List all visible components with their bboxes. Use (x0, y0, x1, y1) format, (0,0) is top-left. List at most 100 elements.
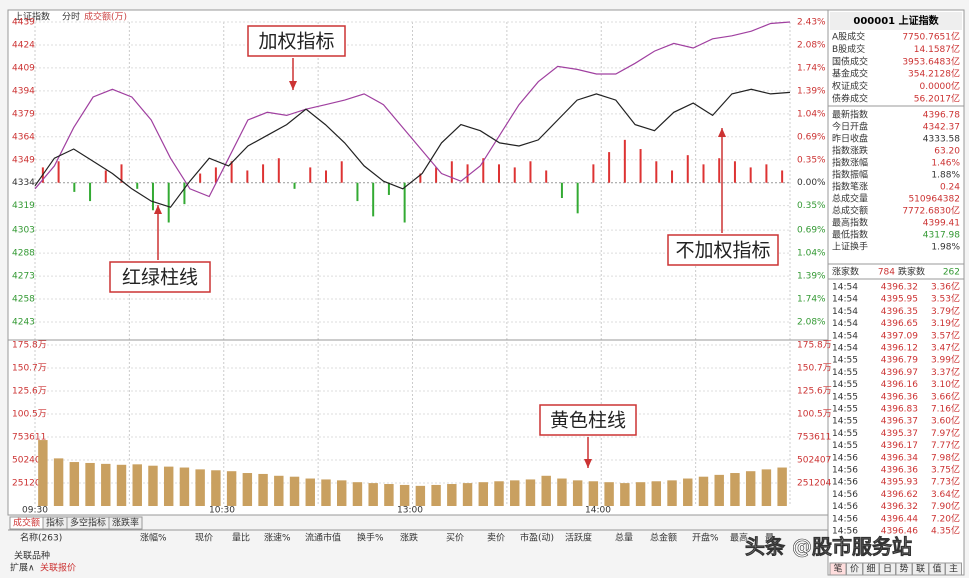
column-header[interactable]: 量比 (232, 532, 250, 544)
trade-amount: 7.97亿 (931, 427, 960, 439)
arrow-head (718, 128, 726, 137)
trade-time: 14:54 (832, 331, 858, 341)
column-header[interactable]: 总金额 (650, 532, 677, 544)
vol-bar (604, 482, 614, 506)
panel-label: 国债成交 (832, 55, 868, 67)
panel-value: 7750.7651亿 (902, 31, 960, 43)
tab-label[interactable]: 指标 (46, 517, 64, 529)
panel-label: 指数涨幅 (832, 157, 868, 169)
bottom-tab-label[interactable]: 日 (883, 564, 892, 575)
column-header[interactable]: 开盘% (692, 532, 719, 544)
column-header[interactable]: 最高 (730, 532, 748, 544)
column-header[interactable]: 买价 (446, 533, 464, 544)
vol-bar (148, 465, 158, 506)
trade-amount: 3.36亿 (931, 281, 960, 293)
pct-tick: 1.74% (797, 63, 826, 73)
pct-tick: 1.04% (797, 109, 826, 119)
vol-bar (572, 480, 583, 506)
tab-label[interactable]: 成交额 (13, 517, 40, 529)
vol-bar (651, 481, 662, 506)
vol-tick-r: 251204 (797, 478, 832, 488)
trade-amount: 3.47亿 (931, 342, 960, 354)
column-header[interactable]: 涨幅% (140, 532, 167, 544)
pct-tick: 0.69% (797, 226, 826, 236)
panel-value: 4317.98 (923, 231, 960, 241)
vol-bar (620, 483, 630, 506)
pct-tick: 1.39% (797, 272, 826, 282)
panel-label: 上证换手 (832, 241, 868, 253)
annotation: 红绿柱线 (122, 267, 198, 289)
column-header[interactable]: 市盈(动) (520, 532, 554, 544)
column-header[interactable]: 现价 (195, 533, 213, 544)
arrow-head (584, 459, 592, 468)
trade-time: 14:54 (832, 307, 858, 317)
index-name: 上证指数 (14, 11, 50, 23)
bottom-tab-label[interactable]: 联 (916, 564, 925, 575)
trade-amount: 3.60亿 (931, 415, 960, 427)
column-header[interactable]: 涨速% (264, 533, 291, 544)
trade-price: 4396.97 (881, 368, 918, 378)
vol-bar (431, 484, 441, 506)
footer-tab[interactable]: 关联报价 (40, 562, 76, 574)
trade-price: 4396.32 (881, 283, 918, 293)
column-header[interactable]: 总量 (615, 532, 633, 544)
trade-time: 14:55 (832, 429, 858, 439)
column-header[interactable]: 换手% (357, 532, 384, 544)
column-header[interactable]: 活跃度 (565, 532, 592, 544)
annotation: 不加权指标 (675, 240, 770, 262)
panel-label: 最新指数 (832, 109, 868, 121)
bottom-tab-label[interactable]: 细 (866, 563, 875, 575)
time-label: 10:30 (209, 506, 235, 516)
trade-time: 14:54 (832, 319, 858, 329)
trade-time: 14:55 (832, 368, 858, 378)
footer-tab[interactable]: 关联品种 (14, 550, 50, 562)
vol-bar (399, 484, 410, 506)
panel-value: 56.2017亿 (914, 93, 960, 105)
column-header[interactable]: 涨跌 (400, 533, 418, 544)
side-panel (827, 9, 965, 576)
trade-time: 14:54 (832, 295, 858, 305)
trade-price: 4395.93 (881, 478, 918, 488)
panel-value: 354.2128亿 (908, 68, 960, 80)
bottom-tab-label[interactable]: 势 (899, 563, 908, 575)
trade-price: 4396.32 (881, 502, 918, 512)
tab-label[interactable]: 涨跌率 (112, 517, 139, 529)
tab[interactable] (108, 516, 143, 530)
vol-bar (667, 480, 677, 506)
trade-price: 4396.79 (881, 356, 918, 366)
annotation-box (109, 261, 211, 293)
trade-price: 4396.34 (881, 453, 918, 463)
bottom-tab-label[interactable]: 价 (850, 564, 859, 575)
panel-value: 510964382 (908, 195, 960, 205)
bottom-tab[interactable] (945, 562, 962, 576)
trade-price: 4396.46 (881, 527, 918, 537)
time-label: 14:00 (585, 506, 611, 516)
annotation-box (667, 234, 779, 266)
price-tick: 4303 (12, 226, 35, 236)
arrow-head (289, 81, 297, 90)
vol-bar (85, 462, 95, 506)
column-header[interactable]: 名称(263) (20, 532, 62, 544)
panel-label: 昨日收盘 (832, 133, 868, 145)
vol-bar (242, 473, 253, 506)
vol-bar (714, 474, 724, 506)
panel-value: 14.1587亿 (914, 43, 960, 55)
vol-bar (415, 485, 426, 506)
trade-price: 4396.16 (881, 380, 918, 390)
footer-tab[interactable]: 扩展∧ (10, 562, 35, 574)
column-header[interactable]: 卖价 (487, 533, 505, 544)
bottom-tab-label[interactable]: 主 (949, 563, 958, 575)
panel-value: 0.0000亿 (920, 80, 961, 92)
index-line (34, 88, 791, 208)
column-header[interactable]: 流通市值 (305, 532, 341, 544)
pct-tick: 2.08% (797, 40, 826, 50)
vol-bar (541, 475, 551, 506)
pct-tick: 0.00% (797, 178, 826, 188)
panel-value: 4342.37 (923, 123, 960, 133)
bottom-tab-label[interactable]: 笔 (833, 563, 842, 575)
column-header[interactable]: 最 (765, 533, 774, 544)
bottom-tab-label[interactable]: 值 (932, 563, 941, 575)
pct-tick: 0.35% (797, 155, 826, 165)
tab-label[interactable]: 多空指标 (70, 517, 106, 529)
vol-bar (557, 478, 567, 506)
